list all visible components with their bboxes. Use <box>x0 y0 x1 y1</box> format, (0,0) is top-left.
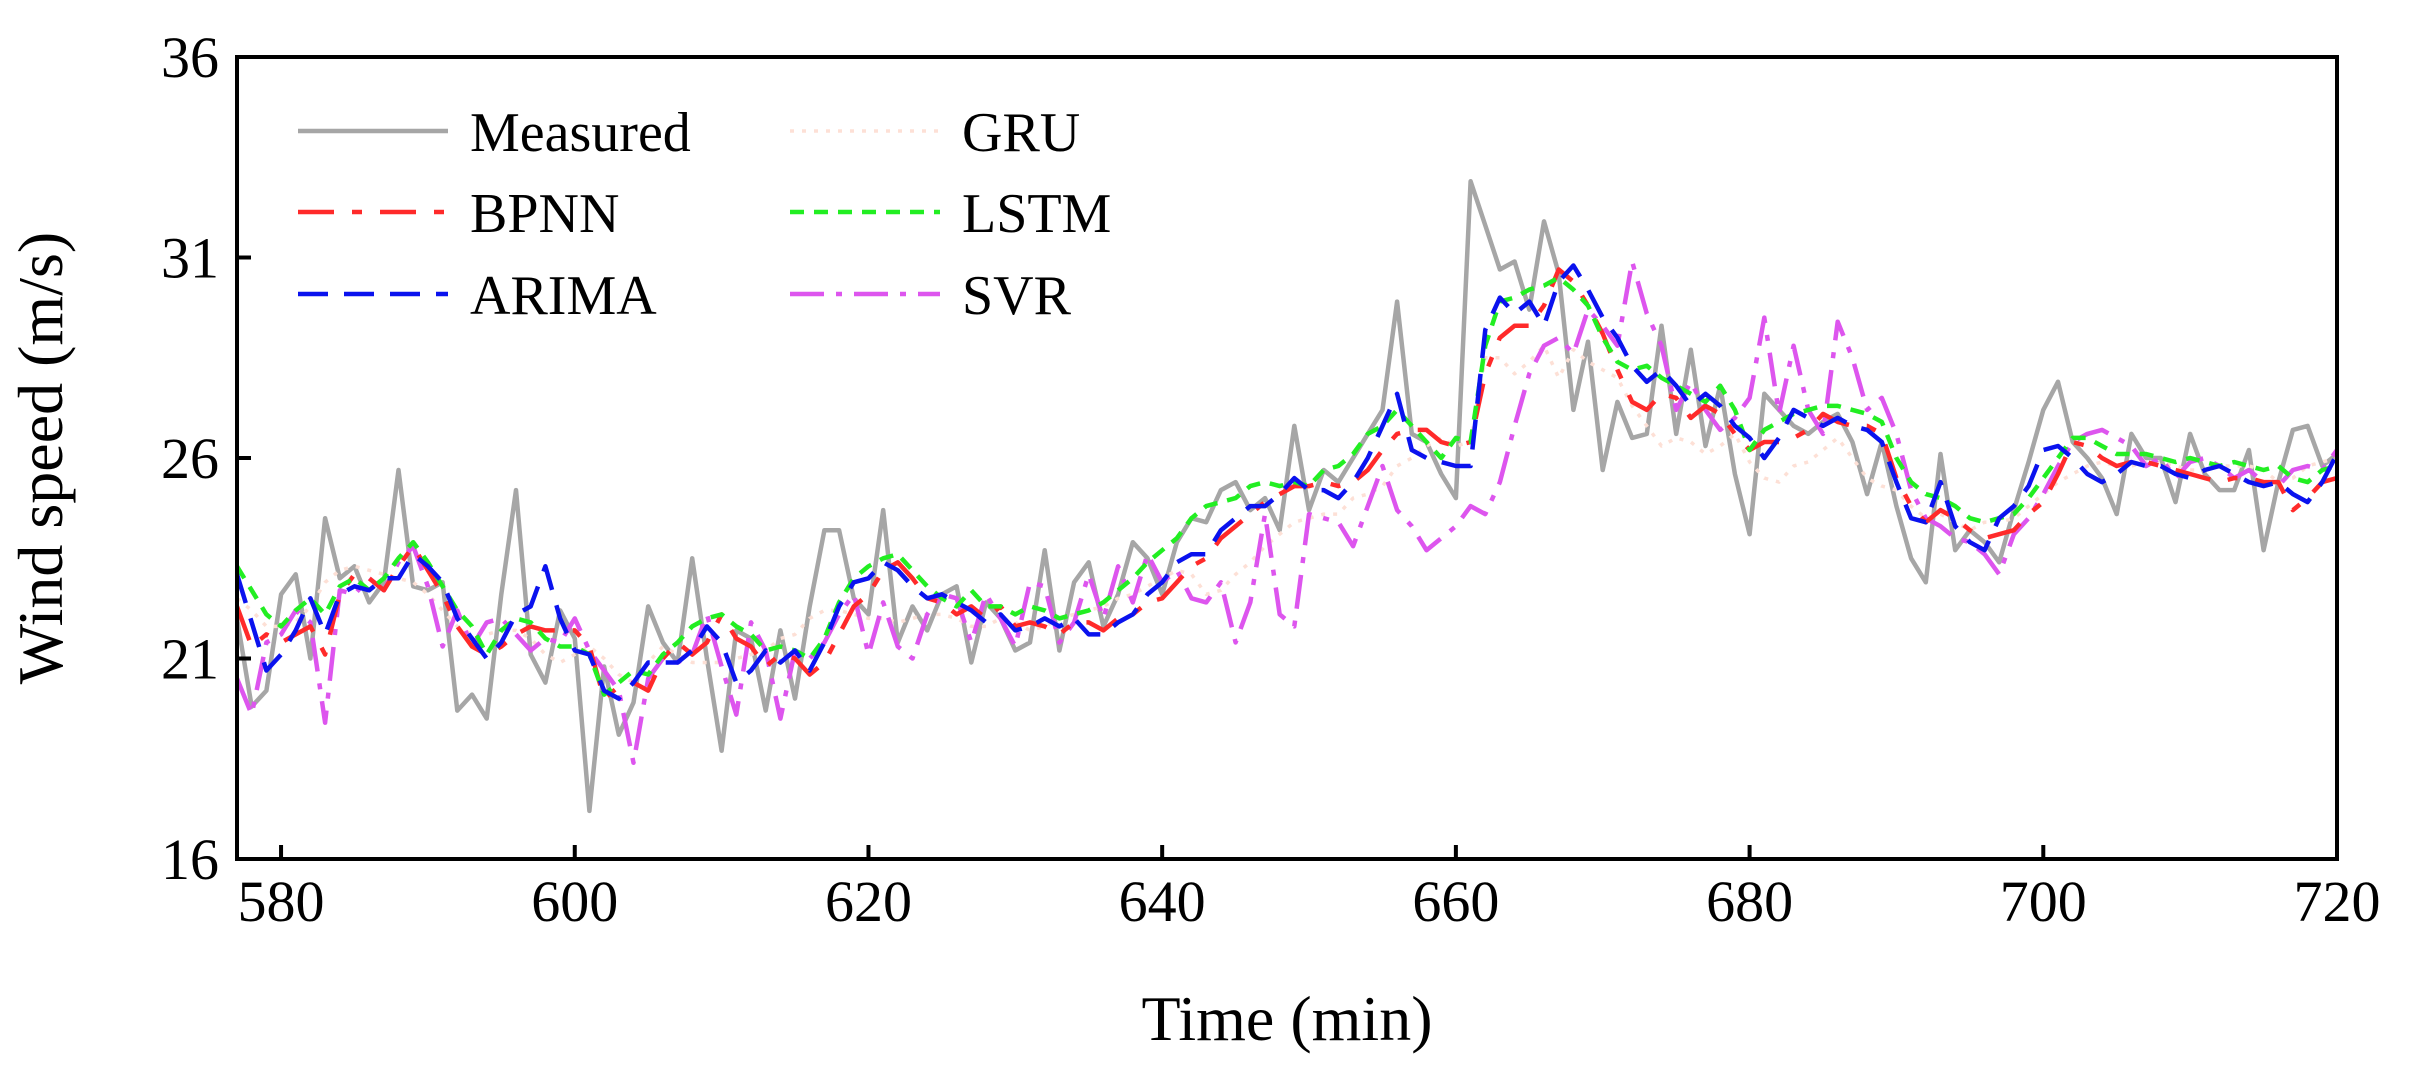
x-tick-label: 620 <box>825 869 912 934</box>
legend-label-lstm: LSTM <box>962 183 1111 245</box>
y-tick-label: 16 <box>161 827 219 892</box>
plot-frame <box>235 55 2339 861</box>
legend: Measured BPNN ARIMA GRU LSTM SVR <box>298 102 1111 327</box>
legend-item-measured: Measured <box>298 102 691 164</box>
y-tick-label: 36 <box>161 25 219 90</box>
x-tick-label: 660 <box>1412 869 1499 934</box>
legend-label-svr: SVR <box>962 265 1072 327</box>
y-axis-title: Wind speed (m/s) <box>5 232 76 684</box>
legend-item-lstm: LSTM <box>790 183 1111 245</box>
x-tick-label: 640 <box>1119 869 1206 934</box>
y-tick-label: 31 <box>161 226 219 291</box>
series-line-measured <box>237 179 2337 814</box>
axis-ticks: 580 600 620 640 660 680 700 720 16 21 26 31 36 <box>161 25 2381 934</box>
legend-item-svr: SVR <box>790 265 1072 327</box>
x-axis-title: Time (min) <box>1142 983 1433 1054</box>
x-tick-label: 680 <box>1706 869 1793 934</box>
legend-label-gru: GRU <box>962 102 1080 164</box>
series-line-svr <box>237 259 2337 766</box>
legend-label-arima: ARIMA <box>470 265 657 327</box>
series-line-arima <box>237 263 2337 701</box>
legend-item-bpnn: BPNN <box>298 183 619 245</box>
y-tick-label: 26 <box>161 426 219 491</box>
legend-label-bpnn: BPNN <box>470 183 619 245</box>
x-tick-label: 700 <box>2000 869 2087 934</box>
x-tick-label: 600 <box>531 869 618 934</box>
y-tick-label: 21 <box>161 627 219 692</box>
legend-item-gru: GRU <box>790 102 1080 164</box>
legend-item-arima: ARIMA <box>298 265 657 327</box>
x-tick-label: 720 <box>2294 869 2381 934</box>
legend-label-measured: Measured <box>470 102 691 164</box>
x-tick-label: 580 <box>238 869 325 934</box>
series-layer <box>237 179 2337 814</box>
